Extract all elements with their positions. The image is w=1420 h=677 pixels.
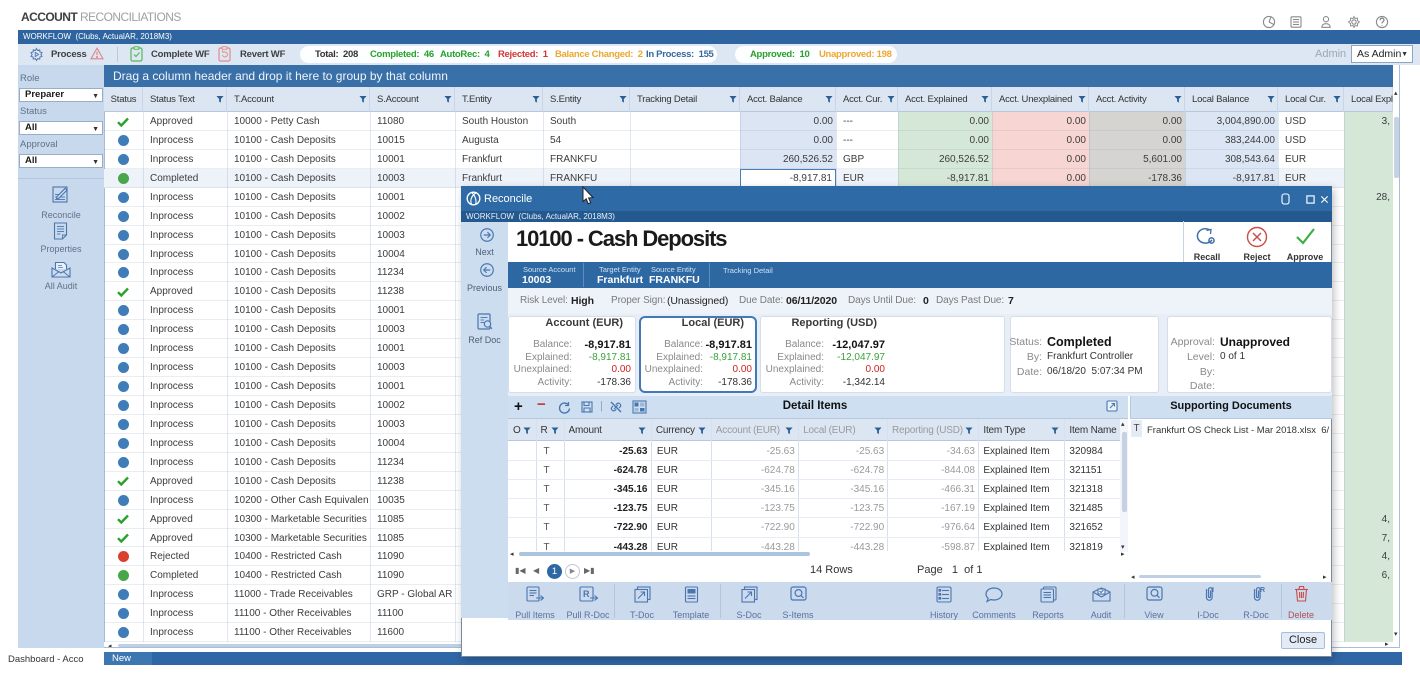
svg-text:I: I <box>1212 587 1214 594</box>
svg-text:R: R <box>583 589 590 599</box>
svg-text:R: R <box>1260 587 1265 594</box>
